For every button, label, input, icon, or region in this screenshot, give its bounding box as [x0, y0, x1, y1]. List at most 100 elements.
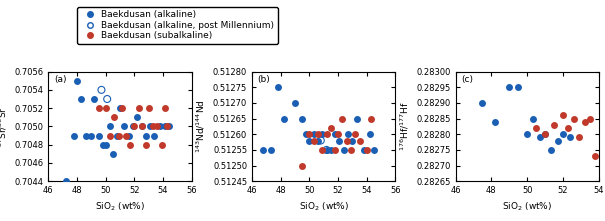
Point [77, 97, 87, 101]
Point [60, 179, 70, 183]
Point [101, 143, 111, 147]
Point [266, 148, 275, 152]
Point [120, 125, 129, 128]
Point [535, 136, 545, 139]
Point [347, 139, 357, 142]
Point [322, 132, 332, 136]
Point [316, 139, 325, 142]
Point [326, 126, 336, 130]
Point [477, 101, 487, 105]
Point [365, 132, 374, 136]
Point [309, 132, 318, 136]
Point [290, 101, 300, 105]
Point [87, 134, 96, 137]
Point [98, 143, 108, 147]
Point [366, 117, 376, 120]
Point [304, 132, 314, 136]
Point [160, 125, 169, 128]
Point [523, 132, 532, 136]
Point [350, 132, 360, 136]
Point [359, 148, 368, 152]
Point [152, 125, 162, 128]
Text: (b): (b) [258, 75, 270, 84]
Point [163, 125, 172, 128]
Point [258, 148, 268, 152]
Point [343, 132, 353, 136]
X-axis label: SiO$_2$ (wt%): SiO$_2$ (wt%) [95, 201, 145, 213]
Point [580, 120, 589, 124]
Point [81, 134, 91, 137]
Point [297, 117, 307, 120]
Point [302, 132, 312, 136]
Point [355, 139, 364, 142]
Point [322, 148, 332, 152]
Point [297, 164, 307, 167]
Y-axis label: $^{87}$Sr/$^{86}$Sr: $^{87}$Sr/$^{86}$Sr [0, 106, 9, 147]
Point [333, 132, 343, 136]
Point [322, 148, 332, 152]
Point [102, 97, 112, 101]
Point [514, 86, 523, 89]
Point [141, 143, 151, 147]
Point [590, 154, 600, 158]
Point [574, 136, 584, 139]
Point [132, 116, 142, 119]
Point [94, 106, 103, 110]
Point [149, 134, 159, 137]
Point [330, 132, 340, 136]
Point [124, 134, 134, 137]
Point [97, 88, 106, 92]
Point [110, 116, 119, 119]
Point [318, 148, 327, 152]
Point [144, 106, 154, 110]
Point [304, 139, 314, 142]
Point [115, 106, 125, 110]
Point [108, 152, 118, 156]
Point [279, 117, 289, 120]
Point [70, 134, 79, 137]
Point [549, 123, 559, 127]
Point [558, 114, 568, 117]
Point [553, 139, 563, 142]
Point [540, 132, 550, 136]
Point [134, 106, 143, 110]
Point [137, 125, 146, 128]
Point [121, 134, 131, 137]
Point [346, 148, 356, 152]
Point [335, 139, 344, 142]
Point [114, 134, 123, 137]
Point [564, 126, 574, 130]
Point [326, 148, 336, 152]
Point [369, 148, 379, 152]
X-axis label: SiO$_2$ (wt%): SiO$_2$ (wt%) [299, 201, 348, 213]
Point [160, 106, 169, 110]
Point [531, 126, 541, 130]
Y-axis label: $^{143}$Nd/$^{144}$Nd: $^{143}$Nd/$^{144}$Nd [195, 99, 208, 153]
Point [141, 134, 151, 137]
Point [566, 136, 575, 139]
Point [155, 125, 165, 128]
Point [528, 117, 537, 120]
Point [72, 79, 82, 82]
Point [101, 106, 111, 110]
Point [164, 125, 174, 128]
Point [313, 139, 323, 142]
Point [117, 106, 126, 110]
Point [585, 117, 595, 120]
X-axis label: SiO$_2$ (wt%): SiO$_2$ (wt%) [502, 201, 552, 213]
Point [558, 132, 568, 136]
Point [352, 117, 362, 120]
Point [105, 125, 115, 128]
Point [94, 134, 103, 137]
Point [505, 86, 514, 89]
Point [342, 139, 352, 142]
Point [309, 139, 318, 142]
Point [148, 125, 158, 128]
Point [113, 134, 122, 137]
Point [129, 125, 139, 128]
Point [137, 125, 146, 128]
Point [569, 117, 579, 120]
Point [90, 97, 99, 101]
Point [318, 132, 327, 136]
Point [313, 132, 323, 136]
